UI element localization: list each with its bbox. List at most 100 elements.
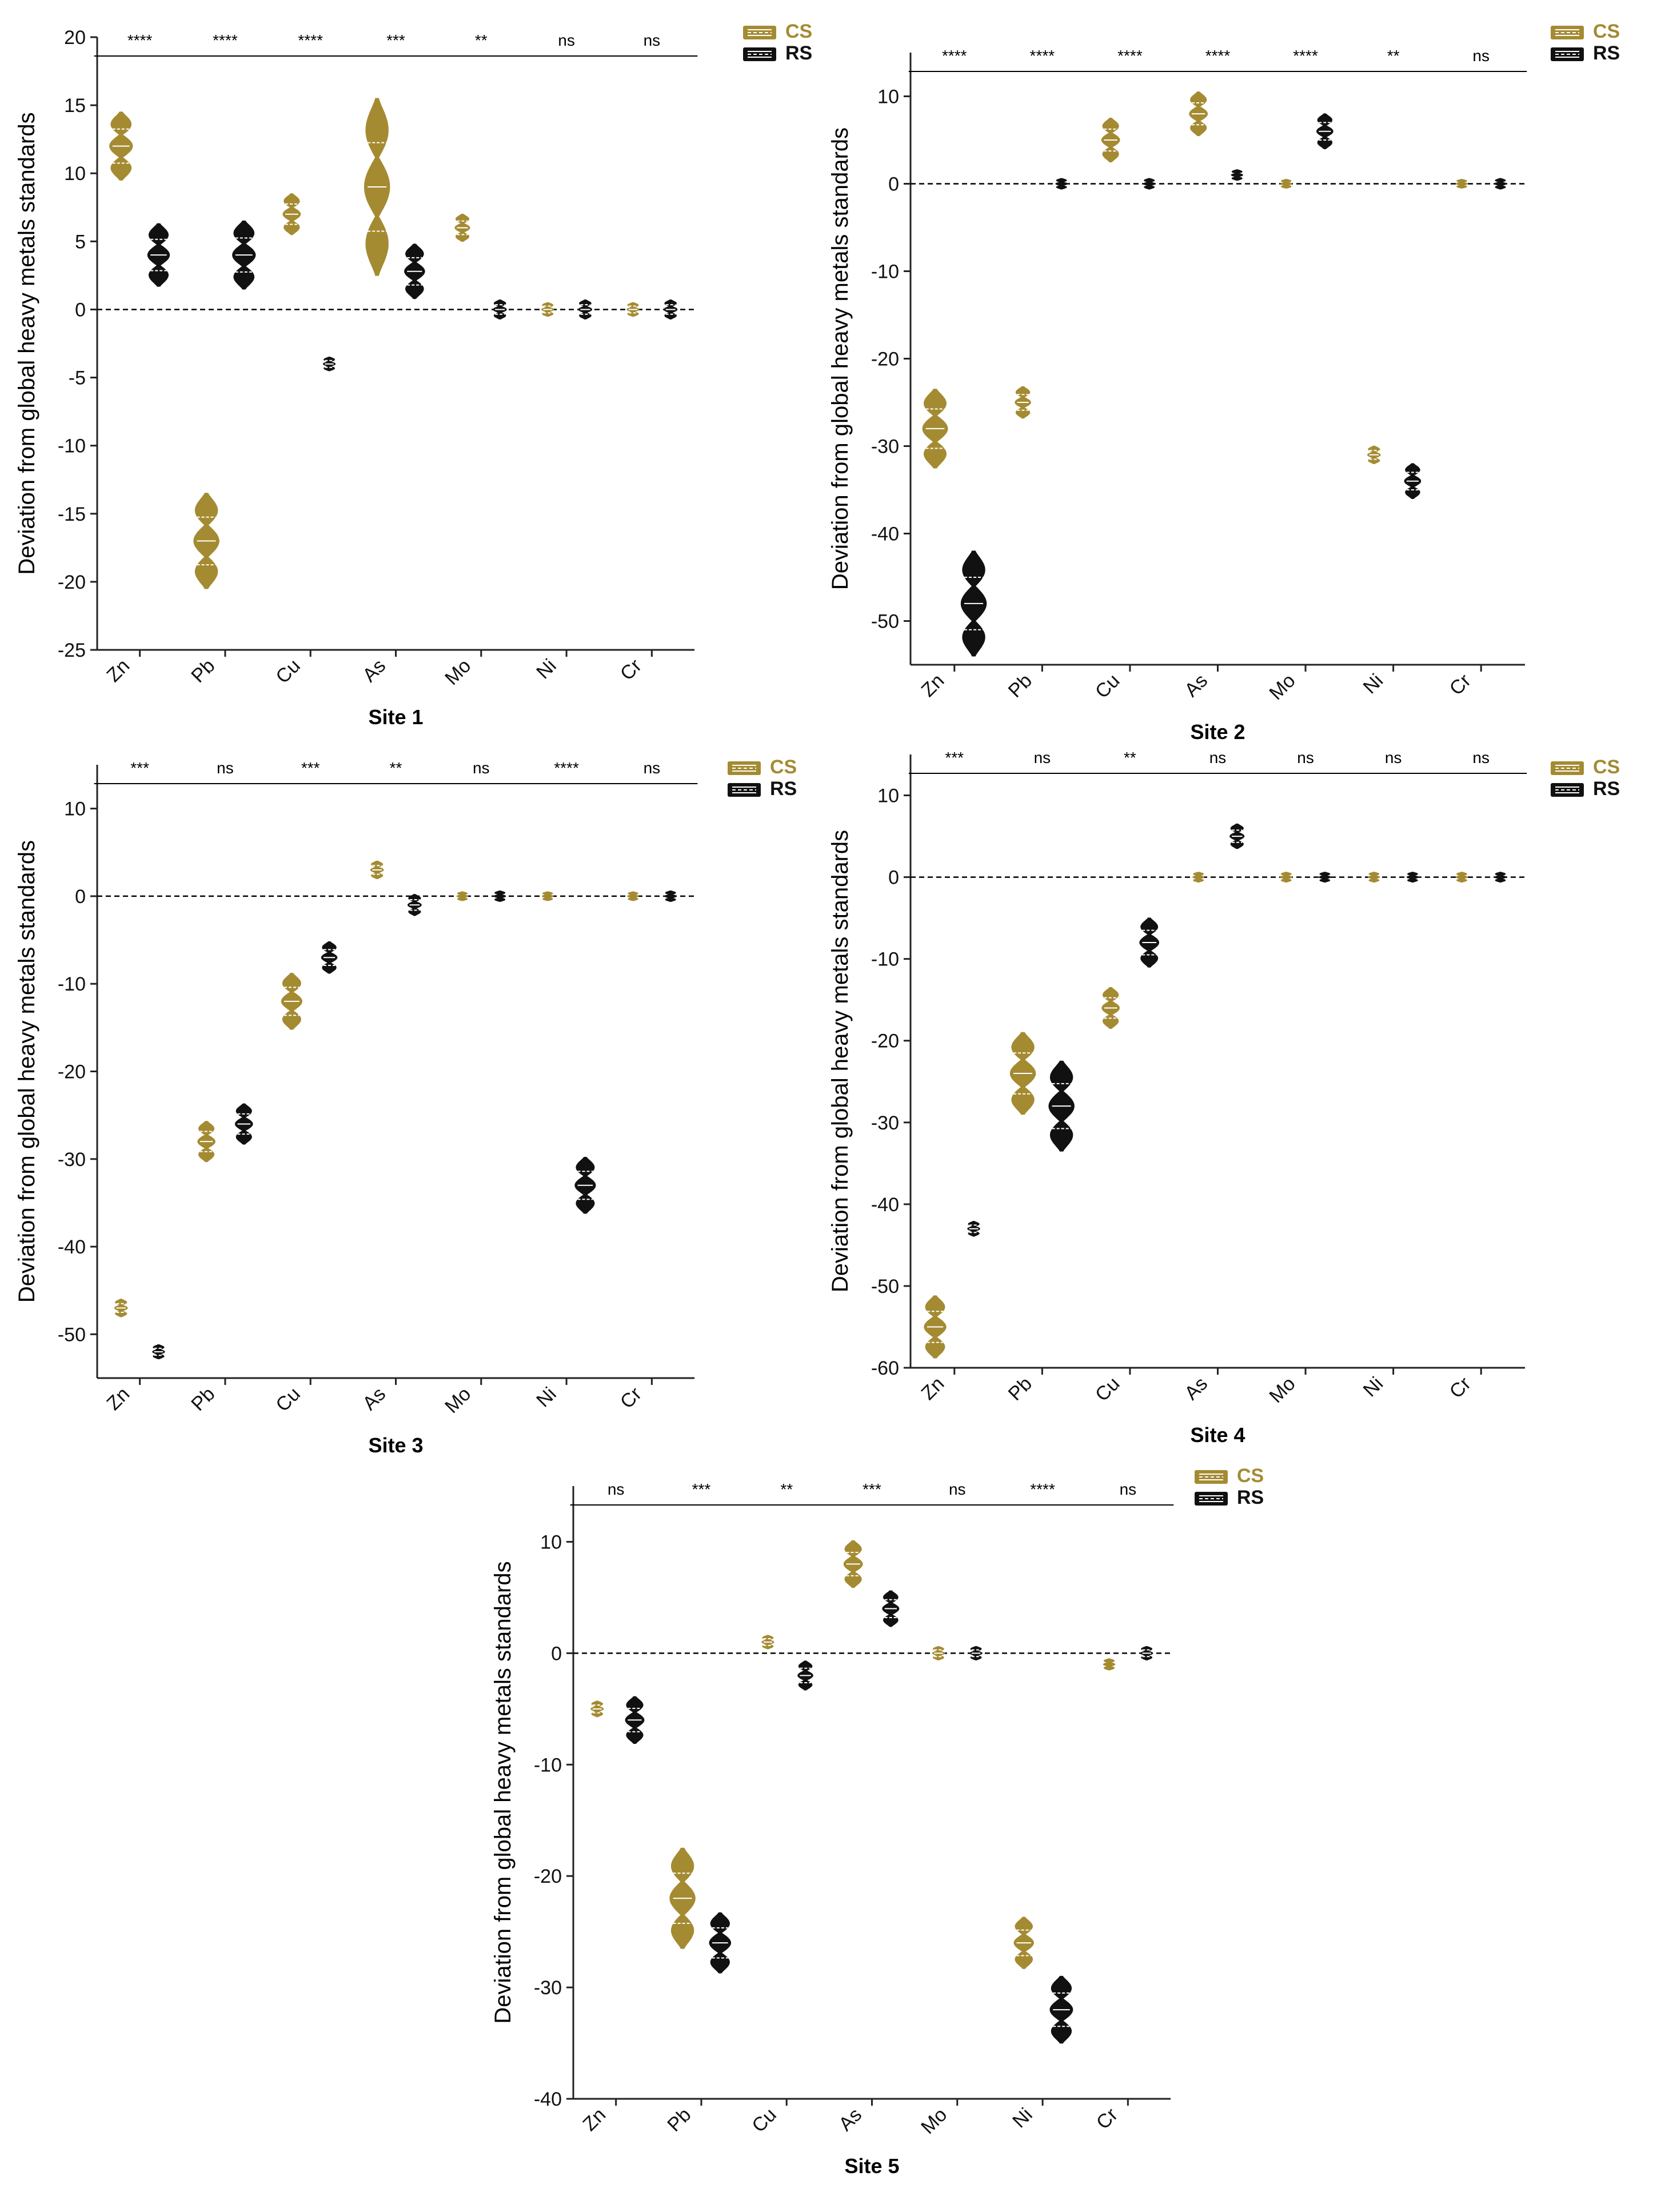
significance-label: **** [554,759,579,777]
y-tick-label: 0 [888,174,899,195]
significance-label: **** [1030,1480,1055,1498]
significance-label: ns [608,1480,625,1498]
violin-cs-mo [1280,179,1292,189]
y-tick-label: -20 [871,1031,899,1052]
y-tick-label: 15 [64,95,86,117]
violin-rs-cu [1143,178,1156,190]
y-tick-label: 10 [64,163,86,185]
significance-label: ns [1034,749,1051,766]
significance-label: ** [1387,47,1400,65]
significance-label: *** [386,31,405,49]
significance-label: ns [1120,1480,1137,1498]
violin-cs-ni [1368,872,1380,883]
y-tick-label: -25 [58,640,86,661]
significance-label: **** [1030,47,1055,65]
y-axis-title: Deviation from global heavy metals stand… [828,830,853,1292]
y-tick-label: -50 [58,1324,86,1345]
significance-label: ** [780,1480,793,1498]
significance-label: **** [1205,47,1231,65]
significance-label: ns [644,759,661,777]
violin-cs-as [1192,872,1205,883]
legend-rs-label: RS [1593,42,1620,64]
x-axis-title: Site 5 [844,2154,899,2178]
significance-label: *** [692,1480,711,1498]
significance-label: *** [945,749,964,766]
y-tick-label: -50 [871,1276,899,1297]
significance-label: ns [473,759,490,777]
x-axis-title: Site 3 [368,1434,423,1457]
legend-cs-label: CS [1593,756,1620,778]
legend-rs-label: RS [1593,778,1620,800]
significance-label: **** [213,31,238,49]
significance-label: *** [301,759,320,777]
violin-rs-cr [1494,872,1507,883]
y-tick-label: -40 [871,1194,899,1216]
significance-label: ns [1385,749,1402,766]
significance-label: ns [1297,749,1314,766]
y-tick-label: 20 [64,27,86,49]
y-tick-label: -30 [534,1977,562,1999]
significance-label: **** [298,31,323,49]
y-tick-label: 10 [540,1531,562,1553]
y-tick-label: -15 [58,504,86,525]
legend-cs-label: CS [785,21,812,42]
significance-label: ns [558,31,575,49]
legend-cs-label: CS [1593,21,1620,42]
significance-label: **** [127,31,153,49]
y-tick-label: 10 [877,785,899,807]
violin-cs-ni [541,891,554,901]
y-tick-label: -60 [871,1357,899,1379]
y-tick-label: -10 [871,949,899,971]
violin-rs-pb [1055,178,1068,190]
y-tick-label: -20 [871,349,899,370]
significance-label: ** [1124,749,1136,766]
y-tick-label: 10 [877,86,899,108]
violin-cs-mo [1280,872,1292,883]
violin-rs-mo [1319,872,1331,883]
y-tick-label: 0 [888,867,899,889]
significance-label: *** [130,759,149,777]
y-tick-label: -10 [534,1754,562,1776]
violin-rs-as [1231,169,1243,181]
significance-label: ns [217,759,234,777]
y-tick-label: 0 [75,886,86,908]
violin-cs-cr [627,891,639,901]
y-tick-label: -5 [69,368,86,389]
y-tick-label: 5 [75,231,86,253]
y-axis-title: Deviation from global heavy metals stand… [14,840,39,1303]
y-tick-label: -30 [871,1112,899,1134]
y-tick-label: 10 [64,798,86,820]
significance-label: ns [1472,749,1490,766]
y-tick-label: -10 [58,436,86,457]
legend-cs-label: CS [770,756,797,778]
significance-label: ns [949,1480,966,1498]
significance-label: **** [1117,47,1143,65]
violin-rs-mo [494,890,506,902]
y-tick-label: -20 [58,572,86,593]
y-tick-label: -40 [534,2089,562,2110]
significance-label: ** [475,31,488,49]
violin-rs-ni [1406,872,1419,883]
y-tick-label: 0 [75,299,86,321]
significance-label: ** [390,759,402,777]
y-tick-label: -40 [871,524,899,545]
y-tick-label: -20 [58,1061,86,1083]
y-tick-label: -20 [534,1866,562,1887]
significance-label: ns [1472,47,1490,65]
violin-rs-cr [1494,178,1507,190]
y-tick-label: -30 [58,1149,86,1171]
y-tick-label: -50 [871,611,899,633]
violin-cs-cr [1456,179,1468,189]
x-axis-title: Site 1 [368,705,423,729]
significance-label: **** [1293,47,1318,65]
legend-rs-label: RS [1237,1487,1264,1508]
legend-cs-label: CS [1237,1465,1264,1487]
